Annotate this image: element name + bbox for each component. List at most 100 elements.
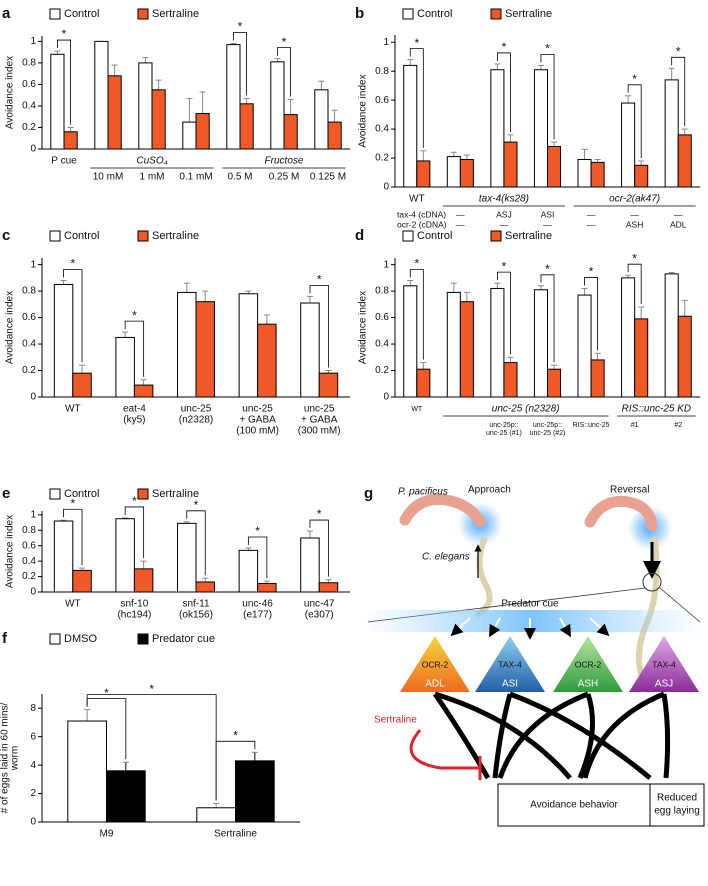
y-tick-label: 0.8 (375, 286, 389, 297)
bar (151, 89, 166, 150)
receptor: OCR-2 (422, 659, 449, 669)
y-tick-label: 1 (383, 259, 389, 270)
x-tick-label: unc-25p:: (489, 422, 518, 429)
y-tick-label: 0.8 (22, 286, 36, 297)
bar (115, 518, 135, 593)
sig-bracket (309, 284, 329, 368)
x-tick-label: 0.5 M (227, 172, 252, 183)
neuron-name: ASH (578, 679, 599, 690)
y-axis-label: Avoidance index (5, 515, 16, 588)
legend-swatch (402, 230, 414, 242)
x-tick-label: (e177) (243, 610, 272, 621)
panel-label: e (2, 485, 10, 502)
bar (226, 44, 241, 150)
x-tick-label: snf-11 (182, 599, 209, 610)
y-tick-label: 0.4 (22, 556, 36, 567)
group-label: tax-4(ks28) (479, 194, 529, 205)
sig-star: * (194, 498, 199, 512)
bar (327, 121, 342, 150)
sig-star: * (255, 524, 260, 538)
sig-bracket (86, 694, 217, 801)
sig-star: * (132, 494, 137, 508)
group-label: CuSO₄ (136, 156, 167, 167)
y-tick-label: 0 (30, 392, 36, 403)
y-axis-label: # of eggs laid in 60 mins/ (0, 702, 11, 813)
legend-swatch (49, 230, 61, 242)
legend-swatch (490, 8, 502, 20)
y-tick-label: 0 (30, 587, 36, 598)
bar (621, 277, 636, 398)
legend-swatch (490, 230, 502, 242)
sig-star: * (317, 273, 322, 287)
sig-bracket (63, 269, 83, 363)
bar (257, 323, 277, 398)
bar (634, 164, 649, 188)
sig-star: * (502, 259, 507, 273)
y-tick-label: 2 (30, 788, 36, 799)
legend-swatch (49, 8, 61, 20)
y-tick-label: 0.6 (375, 95, 389, 106)
sig-star: * (62, 27, 67, 41)
panel-label: d (355, 227, 364, 244)
bar (177, 291, 197, 398)
sig-star: * (545, 42, 550, 56)
prey-label: C. elegans (422, 552, 470, 563)
sig-bracket (63, 508, 83, 566)
bar (195, 581, 215, 593)
x-tick-label: unc-25 (181, 404, 212, 415)
y-tick-label: 1 (383, 37, 389, 48)
neuron-ASH (553, 636, 623, 692)
y-tick-label: 0 (30, 144, 36, 155)
x-tick-label: (ky5) (123, 415, 145, 426)
bar (133, 568, 154, 593)
y-tick-label: 0.6 (375, 312, 389, 323)
bar (195, 112, 210, 150)
x-tick-label: WT (409, 194, 425, 205)
sig-bracket (627, 84, 642, 158)
y-axis-label: Avoidance index (358, 74, 369, 147)
x-tick-label: M9 (100, 829, 114, 840)
y-tick-label: 0.2 (375, 365, 389, 376)
legend-swatch (402, 8, 414, 20)
x-tick-label: P cue (51, 156, 77, 167)
x-tick-label: + GABA (301, 415, 338, 426)
panel-label: c (2, 227, 10, 244)
legend-label: Sertraline (152, 230, 199, 242)
x-tick-label: Sertraline (214, 829, 257, 840)
group-label: ocr-2(ak47) (609, 194, 660, 205)
bar (503, 141, 518, 188)
y-tick-label: 8 (30, 703, 36, 714)
bar (239, 103, 254, 150)
x-tick-label: WT (411, 406, 423, 413)
cue-band (362, 610, 702, 632)
bar (300, 302, 320, 398)
legend-label: Control (417, 8, 452, 20)
sig-bracket (233, 32, 247, 96)
bar (94, 40, 109, 150)
bar (490, 287, 505, 398)
bar (270, 61, 285, 150)
row-value: — (543, 219, 552, 229)
bar (314, 89, 329, 150)
x-tick-label: + GABA (239, 415, 276, 426)
predator-label: P. pacificus (398, 487, 448, 498)
receptor: TAX-4 (652, 659, 676, 669)
sig-star: * (502, 40, 507, 54)
legend-label: Sertraline (505, 8, 552, 20)
x-tick-label: (ok156) (179, 610, 213, 621)
bar (503, 362, 518, 398)
sig-star: * (132, 308, 137, 322)
bar (283, 114, 298, 150)
y-tick-label: 0 (383, 392, 389, 403)
sig-bracket (496, 52, 511, 132)
bar (416, 160, 431, 188)
row-value: ASH (626, 219, 643, 229)
y-tick-label: 0 (383, 182, 389, 193)
receptor: TAX-4 (498, 659, 522, 669)
row-value: — (630, 209, 639, 219)
reversal-label: Reversal (610, 485, 649, 496)
group-label: Fructose (265, 156, 304, 167)
neuron-arrows (432, 691, 671, 780)
y-axis-label: Avoidance index (358, 291, 369, 364)
bar (177, 522, 197, 593)
